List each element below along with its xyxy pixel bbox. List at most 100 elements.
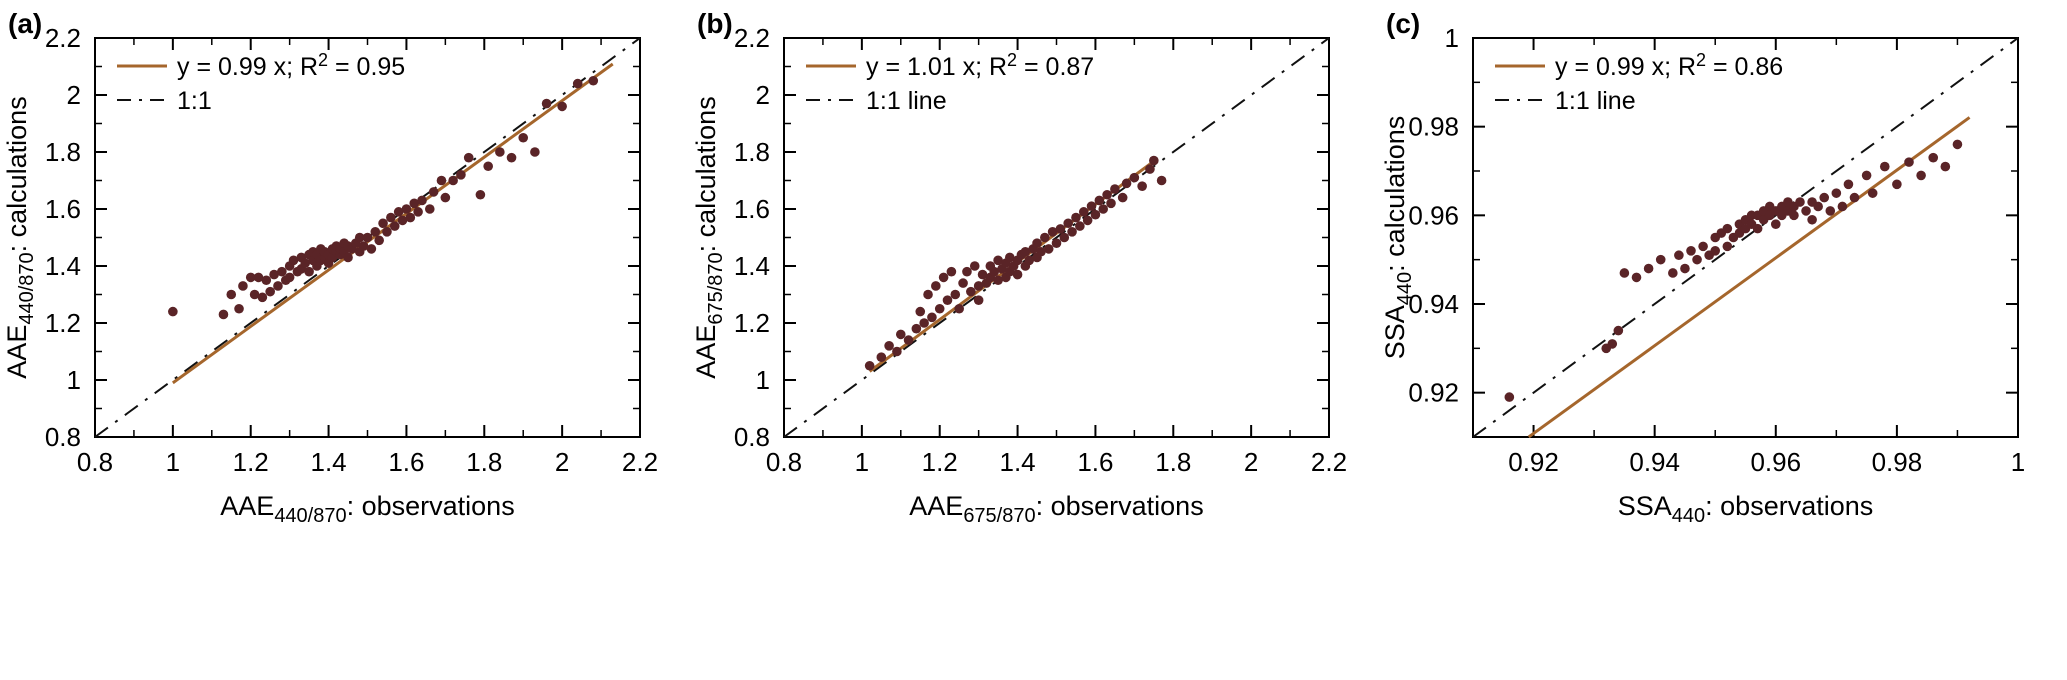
legend-fit-label: y = 0.99 x; R2 = 0.86 [1555, 50, 1783, 81]
data-point [1106, 198, 1116, 209]
data-point [401, 204, 412, 214]
y-axis-tick-label: 0.92 [1408, 378, 1459, 408]
data-point [300, 258, 311, 268]
data-point [966, 286, 976, 297]
panel-label-b: (b) [697, 8, 733, 39]
data-point [1674, 250, 1684, 261]
data-point [1504, 392, 1515, 402]
data-point [969, 261, 980, 271]
scatter-plot-c: 0.920.920.940.940.960.960.980.9811SSA440… [1380, 23, 2025, 527]
axis-title-subscript: 675/870 [705, 252, 727, 324]
data-point [456, 170, 466, 180]
data-point [506, 152, 517, 163]
data-point [1067, 227, 1077, 237]
data-point [1843, 179, 1854, 190]
data-point [541, 98, 552, 109]
data-point [1117, 192, 1128, 203]
x-axis-tick-label: 1 [2011, 447, 2025, 477]
data-point [1020, 246, 1031, 257]
data-point [405, 212, 416, 223]
data-point [1837, 201, 1848, 212]
axis-title-subscript: 440 [1394, 272, 1416, 305]
axis-title-base: AAE [909, 491, 963, 521]
x-axis-tick-label: 2.2 [1311, 447, 1347, 477]
data-point [1063, 218, 1073, 229]
data-point [1004, 252, 1015, 263]
data-point [1849, 192, 1860, 203]
legend-fit-label-pre: y = 0.99 x; R [177, 53, 318, 81]
data-point [518, 132, 529, 143]
data-point [358, 241, 369, 251]
legend-fit-label-post: = 0.87 [1017, 53, 1094, 81]
data-point [876, 352, 887, 363]
y-axis-tick-label: 1.8 [45, 137, 81, 167]
data-point [261, 275, 272, 286]
data-point [277, 266, 287, 277]
x-axis-title: AAE440/870: observations [220, 491, 514, 527]
data-point [257, 292, 268, 303]
axis-title-base: AAE [220, 491, 274, 521]
legend-one-to-one-label: 1:1 line [1555, 87, 1636, 115]
data-point [1916, 170, 1926, 181]
data-point [1813, 201, 1823, 212]
data-point [923, 289, 933, 300]
data-point [463, 152, 474, 163]
data-point [1032, 238, 1042, 248]
data-point [1668, 268, 1678, 278]
axis-title-base: SSA [1618, 491, 1672, 521]
data-point [1904, 157, 1914, 167]
axis-title-base: AAE [691, 325, 721, 379]
panel-label-c: (c) [1386, 8, 1421, 39]
axis-title-subscript: 440/870 [16, 252, 38, 324]
data-point [1051, 238, 1062, 248]
data-points [168, 75, 599, 320]
one-to-one-line [783, 37, 1330, 438]
legend-fit-label-post: = 0.95 [328, 53, 405, 81]
legend-fit-label-pre: y = 0.99 x; R [1555, 53, 1696, 81]
y-axis-tick-label: 0.8 [734, 422, 770, 452]
data-point [382, 227, 392, 237]
data-point [417, 195, 427, 206]
axis-title-base: SSA [1380, 305, 1410, 359]
data-point [973, 281, 984, 291]
x-axis-tick-label: 1 [855, 447, 869, 477]
data-point [284, 272, 295, 283]
x-axis-tick-label: 1.2 [233, 447, 269, 477]
data-point [428, 187, 439, 197]
data-point [1082, 215, 1093, 226]
x-axis-tick-label: 1.6 [1077, 447, 1113, 477]
data-point [950, 289, 961, 300]
data-point [993, 275, 1003, 286]
data-point [1692, 254, 1702, 265]
axis-title-subscript: 440 [1672, 505, 1705, 527]
axis-title-base: AAE [2, 325, 32, 379]
data-point [1078, 207, 1089, 217]
data-point [946, 266, 957, 277]
data-point [253, 272, 264, 283]
y-axis-tick-label: 1.4 [45, 251, 81, 281]
data-point [1940, 161, 1951, 172]
data-point [1795, 197, 1805, 207]
data-point [1680, 263, 1690, 274]
y-axis-tick-label: 1.8 [734, 137, 770, 167]
data-point [1867, 188, 1878, 198]
data-point [1607, 339, 1618, 349]
x-axis-tick-label: 0.98 [1872, 447, 1923, 477]
data-point [386, 212, 396, 223]
data-point [226, 289, 237, 300]
legend-one-to-one-label: 1:1 [177, 87, 212, 115]
x-axis-tick-label: 1.2 [922, 447, 958, 477]
data-point [1770, 219, 1781, 229]
scatter-plot-b: 0.80.8 1 1 1.2 1.2 1.4 1.4 1.6 1.6 1.8 1.8 2 2 2.2 2.2… [691, 23, 1347, 527]
axis-title-subscript: 675/870 [963, 505, 1035, 527]
data-point [397, 215, 408, 226]
x-axis-title: AAE675/870: observations [909, 491, 1203, 527]
data-point [343, 252, 353, 263]
data-point [1831, 188, 1842, 198]
y-axis-tick-label: 1.6 [45, 194, 81, 224]
data-point [1879, 161, 1890, 172]
axis-title-suffix: : observations [1705, 491, 1873, 521]
x-axis-tick-label: 1.8 [1155, 447, 1191, 477]
data-point [895, 329, 906, 340]
y-axis-tick-label: 2.2 [734, 23, 770, 53]
